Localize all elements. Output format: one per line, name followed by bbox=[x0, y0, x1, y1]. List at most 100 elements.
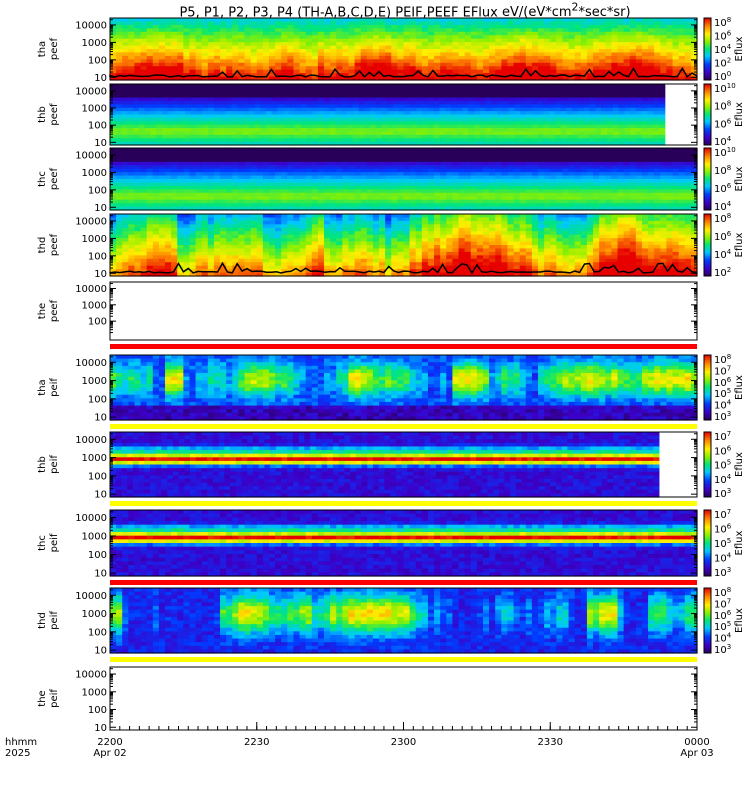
spectrogram-cell bbox=[416, 134, 423, 139]
spectrogram-cell bbox=[415, 66, 423, 71]
spectrogram-cell bbox=[531, 49, 539, 54]
spectrogram-cell bbox=[629, 35, 637, 40]
spectrogram-cell bbox=[391, 185, 398, 190]
spectrogram-cell bbox=[336, 179, 343, 184]
spectrogram-cell bbox=[156, 84, 163, 88]
spectrogram-cell bbox=[372, 189, 380, 194]
spectrogram-cell bbox=[601, 124, 608, 129]
spectrogram-cell bbox=[237, 84, 244, 88]
spectrogram-cell bbox=[497, 141, 504, 146]
spectrogram-cell bbox=[612, 114, 620, 119]
spectrogram-cell bbox=[489, 185, 496, 190]
spectrogram-cell bbox=[452, 35, 460, 40]
spectrogram-cell bbox=[440, 154, 447, 159]
spectrogram-cell bbox=[502, 134, 510, 139]
spectrogram-cell bbox=[599, 49, 606, 54]
spectrogram-cell bbox=[560, 84, 568, 88]
spectrogram-cell bbox=[289, 90, 296, 95]
spectrogram-cell bbox=[158, 55, 166, 60]
spectrogram-cell bbox=[589, 94, 596, 99]
spectrogram-cell bbox=[520, 84, 527, 88]
spectrogram-cell bbox=[317, 206, 325, 211]
spectrogram-cell bbox=[629, 18, 637, 23]
spectrogram-cell bbox=[452, 199, 460, 204]
spectrogram-cell bbox=[531, 206, 539, 211]
spectrogram-cell bbox=[538, 161, 545, 166]
spectrogram-cell bbox=[330, 38, 337, 43]
spectrogram-cell bbox=[195, 175, 203, 180]
spectrogram-cell bbox=[128, 175, 136, 180]
spectrogram-cell bbox=[476, 179, 484, 184]
spectrogram-cell bbox=[476, 52, 484, 57]
spectrogram-cell bbox=[550, 73, 557, 78]
spectrogram-cell bbox=[550, 35, 557, 40]
spectrogram-cell bbox=[421, 24, 429, 29]
spectrogram-cell bbox=[213, 158, 221, 163]
spectrogram-cell bbox=[146, 151, 154, 156]
spectrogram-cell bbox=[519, 66, 527, 71]
spectrogram-cell bbox=[589, 90, 596, 95]
spectrogram-cell bbox=[250, 199, 258, 204]
spectrogram-cell bbox=[519, 196, 527, 201]
spectrogram-cell bbox=[127, 134, 134, 139]
spectrogram-cell bbox=[311, 151, 319, 156]
spectrogram-cell bbox=[562, 49, 570, 54]
spectrogram-cell bbox=[348, 24, 356, 29]
spectrogram-cell bbox=[445, 84, 452, 88]
spectrogram-cell bbox=[434, 35, 441, 40]
spectrogram-cell bbox=[202, 90, 209, 95]
spectrogram-cell bbox=[275, 42, 282, 47]
spectrogram-cell bbox=[635, 141, 643, 146]
spectrogram-cell bbox=[491, 138, 498, 143]
spectrogram-cell bbox=[262, 31, 270, 36]
spectrogram-cell bbox=[121, 141, 128, 146]
spectrogram-cell bbox=[275, 175, 282, 180]
spectrogram-cell bbox=[666, 66, 674, 71]
spectrogram-cell bbox=[336, 161, 343, 166]
spectrogram-cell bbox=[299, 189, 307, 194]
spectrogram-cell bbox=[409, 66, 417, 71]
spectrogram-cell bbox=[231, 114, 238, 119]
spectrogram-cell bbox=[409, 31, 417, 36]
spectrogram-cell bbox=[262, 21, 270, 26]
spectrogram-cell bbox=[219, 117, 227, 122]
spectrogram-cell bbox=[635, 90, 643, 95]
spectrogram-cell bbox=[556, 62, 564, 67]
spectrogram-cell bbox=[410, 128, 417, 133]
spectrogram-cell bbox=[549, 124, 556, 129]
spectrogram-cell bbox=[404, 107, 412, 112]
spectrogram-cell bbox=[519, 206, 527, 211]
spectrogram-cell bbox=[244, 21, 252, 26]
spectrogram-cell bbox=[208, 128, 215, 133]
spectrogram-cell bbox=[450, 131, 458, 136]
spectrogram-cell bbox=[544, 185, 551, 190]
spectrogram-cell bbox=[165, 199, 172, 204]
spectrogram-cell bbox=[372, 52, 380, 57]
spectrogram-cell bbox=[544, 69, 551, 74]
spectrogram-cell bbox=[275, 192, 282, 197]
spectrogram-cell bbox=[415, 161, 423, 166]
spectrogram-cell bbox=[281, 66, 288, 71]
spectrogram-cell bbox=[256, 59, 264, 64]
spectrogram-cell bbox=[232, 35, 239, 40]
spectrogram-cell bbox=[220, 49, 227, 54]
spectrogram-cell bbox=[375, 141, 383, 146]
spectrogram-cell bbox=[335, 97, 342, 102]
spectrogram-cell bbox=[549, 94, 556, 99]
spectrogram-cell bbox=[324, 28, 331, 33]
spectrogram-cell bbox=[531, 141, 539, 146]
spectrogram-cell bbox=[281, 175, 288, 180]
spectrogram-cell bbox=[201, 185, 209, 190]
spectrogram-cell bbox=[595, 128, 602, 133]
spectrogram-cell bbox=[678, 62, 686, 67]
spectrogram-cell bbox=[593, 38, 600, 43]
spectrogram-cell bbox=[250, 185, 258, 190]
spectrogram-cell bbox=[305, 55, 313, 60]
spectrogram-cell bbox=[397, 206, 405, 211]
spectrogram-cell bbox=[526, 141, 533, 146]
spectrogram-cell bbox=[462, 111, 469, 116]
spectrogram-cell bbox=[134, 179, 142, 184]
spectrogram-cell bbox=[294, 111, 302, 116]
spectrogram-cell bbox=[165, 175, 172, 180]
spectrogram-cell bbox=[599, 28, 606, 33]
